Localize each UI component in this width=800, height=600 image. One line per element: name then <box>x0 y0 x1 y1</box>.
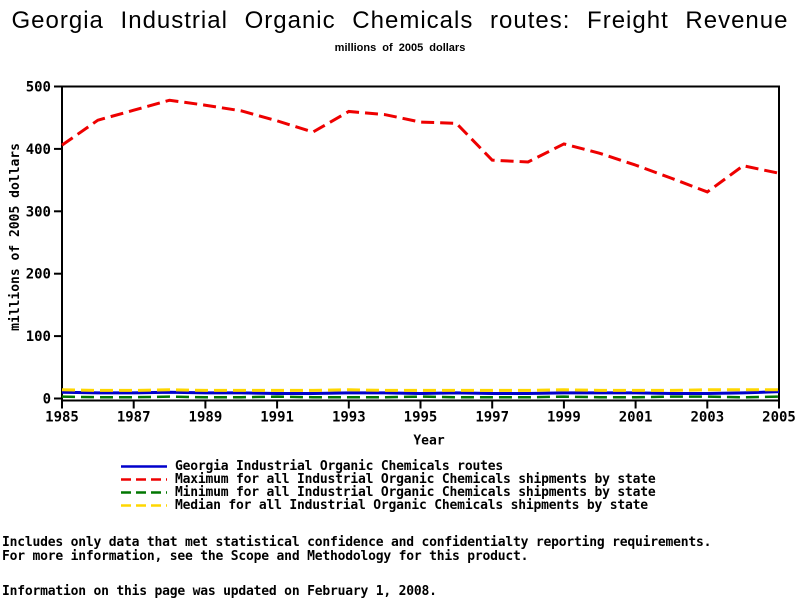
y-tick-label: 300 <box>26 204 51 220</box>
x-tick-label: 2003 <box>690 410 724 426</box>
series-line-maximum <box>61 98 780 194</box>
updated-note: Information on this page was updated on … <box>2 584 437 599</box>
chart-subtitle: millions of 2005 dollars <box>334 42 466 54</box>
series-line-median <box>61 388 779 392</box>
x-tick-label: 1989 <box>189 410 223 426</box>
y-tick-label: 0 <box>43 392 51 408</box>
legend-swatch-median <box>121 503 167 507</box>
x-tick-label: 1999 <box>547 410 581 426</box>
y-tick-label: 200 <box>26 267 51 283</box>
series-line-minimum <box>61 395 780 399</box>
plot-frame <box>61 85 780 402</box>
x-tick-label: 1991 <box>260 410 294 426</box>
y-tick-label: 400 <box>26 142 51 158</box>
chart-legend: Georgia Industrial Organic Chemicals rou… <box>121 458 656 513</box>
legend-row-minimum: Minimum for all Industrial Organic Chemi… <box>121 484 656 500</box>
y-tick-label: 100 <box>26 329 51 345</box>
legend-label-minimum: Minimum for all Industrial Organic Chemi… <box>175 484 656 500</box>
y-axis-label: millions of 2005 dollars <box>8 143 23 331</box>
series-line-georgia <box>61 390 780 396</box>
chart-footnotes: Includes only data that met statistical … <box>2 536 711 564</box>
y-tick-label: 500 <box>26 80 51 96</box>
x-tick-label: 1987 <box>117 410 151 426</box>
x-tick-label: 1993 <box>332 410 366 426</box>
x-axis-label: Year <box>413 434 444 449</box>
x-tick-label: 1997 <box>475 410 509 426</box>
legend-label-georgia: Georgia Industrial Organic Chemicals rou… <box>175 458 503 474</box>
legend-swatch-georgia <box>121 465 167 468</box>
page-title: Georgia Industrial Organic Chemicals rou… <box>11 7 789 34</box>
x-tick-label: 2001 <box>619 410 653 426</box>
legend-label-maximum: Maximum for all Industrial Organic Chemi… <box>175 471 656 487</box>
legend-swatch-maximum <box>121 478 167 481</box>
x-tick-label: 2005 <box>762 410 796 426</box>
legend-swatch-minimum <box>121 490 167 494</box>
legend-label-median: Median for all Industrial Organic Chemic… <box>175 497 648 513</box>
footnote-line-2: For more information, see the Scope and … <box>2 548 529 564</box>
footnote-line-1: Includes only data that met statistical … <box>2 535 712 550</box>
line-chart: 0 100 200 300 400 500 1985 1987 1989 1991 1993 1995… <box>8 80 796 449</box>
x-tick-label: 1995 <box>404 410 438 426</box>
legend-row-median: Median for all Industrial Organic Chemic… <box>121 497 655 513</box>
legend-row-maximum: Maximum for all Industrial Organic Chemi… <box>121 471 656 487</box>
x-tick-label: 1985 <box>45 410 79 426</box>
legend-row-georgia: Georgia Industrial Organic Chemicals rou… <box>121 458 655 474</box>
